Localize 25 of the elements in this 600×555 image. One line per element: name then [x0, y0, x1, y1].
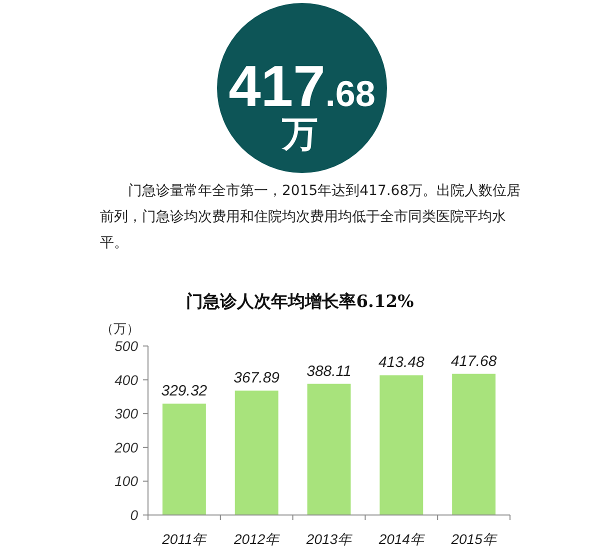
y-tick-label: 200	[114, 439, 138, 456]
bar	[234, 390, 278, 515]
y-tick-label: 100	[114, 473, 138, 490]
y-tick-label: 300	[114, 406, 138, 422]
x-tick-label: 2011年	[161, 531, 208, 547]
bar	[162, 404, 206, 515]
x-tick-label: 2013年	[305, 531, 353, 547]
data-label: 367.89	[234, 370, 280, 387]
data-label: 329.32	[161, 382, 208, 400]
bar	[307, 384, 351, 515]
bar	[380, 375, 424, 515]
bar	[452, 374, 496, 515]
data-label: 413.48	[378, 354, 425, 372]
y-tick-label: 0	[130, 507, 138, 523]
data-label: 417.68	[450, 352, 498, 370]
chart-title: 门急诊人次年均增长率6.12%	[186, 292, 414, 312]
badge: 417.68万	[217, 3, 387, 173]
x-tick-label: 2014年	[378, 531, 425, 547]
text: 门急诊量常年全市第一，2015年达到417.68万。出院人数位居前列，门急诊均次费用和住院均次费用均低于全市同类医院平均水平。	[100, 182, 522, 253]
y-axis-title: （万）	[100, 322, 140, 337]
data-label: 388.11	[306, 362, 352, 380]
y-tick-label: 400	[114, 372, 138, 388]
y-tick-label: 500	[114, 338, 138, 354]
x-tick-label: 2012年	[233, 531, 280, 547]
x-tick-label: 2015年	[450, 531, 498, 547]
